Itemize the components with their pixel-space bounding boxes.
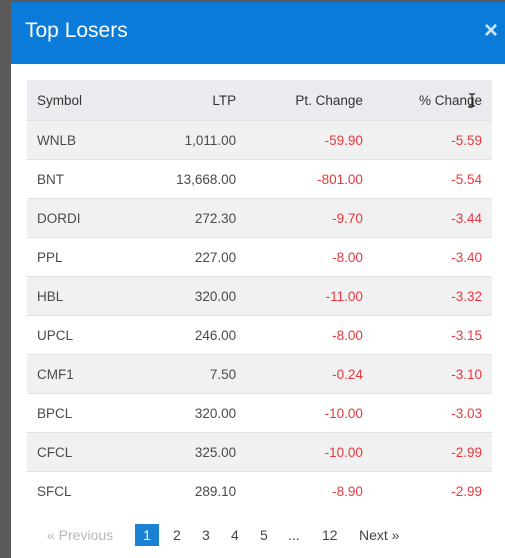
pct-change-cell: -2.99 — [362, 432, 492, 472]
symbol-cell: CMF1 — [27, 354, 131, 394]
pt-change-cell: -8.00 — [236, 315, 363, 355]
pt-change-cell: -8.00 — [236, 237, 363, 277]
symbol-cell: UPCL — [27, 315, 131, 355]
table-header-row: Symbol LTP Pt. Change % Change — [27, 80, 492, 121]
pct-change-cell: -2.99 — [362, 471, 492, 510]
pagination-next[interactable]: Next » — [359, 527, 400, 543]
pagination-ellipsis: ... — [288, 527, 300, 543]
ltp-cell: 1,011.00 — [130, 120, 237, 160]
table-row[interactable]: HBL 320.00 -11.00 -3.32 — [27, 276, 492, 316]
table-row[interactable]: CFCL 325.00 -10.00 -2.99 — [27, 432, 492, 472]
pagination-previous: « Previous — [47, 527, 114, 543]
pct-change-cell: -3.32 — [362, 276, 492, 316]
pct-change-cell: -3.10 — [362, 354, 492, 394]
ltp-cell: 325.00 — [130, 432, 237, 472]
table-row[interactable]: BPCL 320.00 -10.00 -3.03 — [27, 393, 492, 433]
pagination-page-1[interactable]: 1 — [135, 524, 159, 546]
ltp-cell: 7.50 — [130, 354, 237, 394]
symbol-cell: DORDI — [27, 198, 131, 238]
symbol-cell: HBL — [27, 276, 131, 316]
ltp-cell: 227.00 — [130, 237, 237, 277]
pct-change-cell: -3.40 — [362, 237, 492, 277]
table-row[interactable]: DORDI 272.30 -9.70 -3.44 — [27, 198, 492, 238]
pagination-page-3[interactable]: 3 — [202, 527, 210, 543]
ltp-cell: 320.00 — [130, 393, 237, 433]
pagination-page-2[interactable]: 2 — [173, 527, 181, 543]
pt-change-cell: -9.70 — [236, 198, 363, 238]
table-row[interactable]: UPCL 246.00 -8.00 -3.15 — [27, 315, 492, 355]
pt-change-cell: -801.00 — [236, 159, 363, 199]
pct-change-cell: -3.15 — [362, 315, 492, 355]
table-row[interactable]: CMF1 7.50 -0.24 -3.10 — [27, 354, 492, 394]
symbol-cell: PPL — [27, 237, 131, 277]
text-cursor-icon — [469, 93, 475, 107]
symbol-cell: CFCL — [27, 432, 131, 472]
symbol-cell: WNLB — [27, 120, 131, 160]
pt-change-cell: -11.00 — [236, 276, 363, 316]
pct-change-cell: -5.59 — [362, 120, 492, 160]
table-row[interactable]: SFCL 289.10 -8.90 -2.99 — [27, 471, 492, 510]
modal-header: Top Losers × — [11, 2, 505, 64]
pct-change-cell: -3.44 — [362, 198, 492, 238]
column-header-pt-change[interactable]: Pt. Change — [236, 80, 363, 121]
pagination-page-4[interactable]: 4 — [231, 527, 239, 543]
symbol-cell: BNT — [27, 159, 131, 199]
pt-change-cell: -59.90 — [236, 120, 363, 160]
ltp-cell: 272.30 — [130, 198, 237, 238]
pt-change-cell: -10.00 — [236, 432, 363, 472]
ltp-cell: 289.10 — [130, 471, 237, 510]
pt-change-cell: -10.00 — [236, 393, 363, 433]
pt-change-cell: -8.90 — [236, 471, 363, 510]
column-header-pct-change[interactable]: % Change — [362, 80, 492, 121]
pagination-page-12[interactable]: 12 — [322, 527, 338, 543]
symbol-cell: BPCL — [27, 393, 131, 433]
losers-table: Symbol LTP Pt. Change % Change WNLB 1,011… — [27, 80, 492, 510]
pct-change-cell: -5.54 — [362, 159, 492, 199]
column-header-symbol[interactable]: Symbol — [27, 80, 131, 121]
top-losers-modal: Top Losers × Symbol LTP Pt. Change % Cha… — [11, 2, 505, 558]
modal-title: Top Losers — [25, 19, 128, 42]
ltp-cell: 13,668.00 — [130, 159, 237, 199]
pagination-page-5[interactable]: 5 — [260, 527, 268, 543]
table-row[interactable]: BNT 13,668.00 -801.00 -5.54 — [27, 159, 492, 199]
ltp-cell: 320.00 — [130, 276, 237, 316]
close-icon[interactable]: × — [483, 17, 498, 44]
pt-change-cell: -0.24 — [236, 354, 363, 394]
table-row[interactable]: WNLB 1,011.00 -59.90 -5.59 — [27, 120, 492, 160]
table-row[interactable]: PPL 227.00 -8.00 -3.40 — [27, 237, 492, 277]
ltp-cell: 246.00 — [130, 315, 237, 355]
symbol-cell: SFCL — [27, 471, 131, 510]
column-header-ltp[interactable]: LTP — [130, 80, 237, 121]
pct-change-cell: -3.03 — [362, 393, 492, 433]
